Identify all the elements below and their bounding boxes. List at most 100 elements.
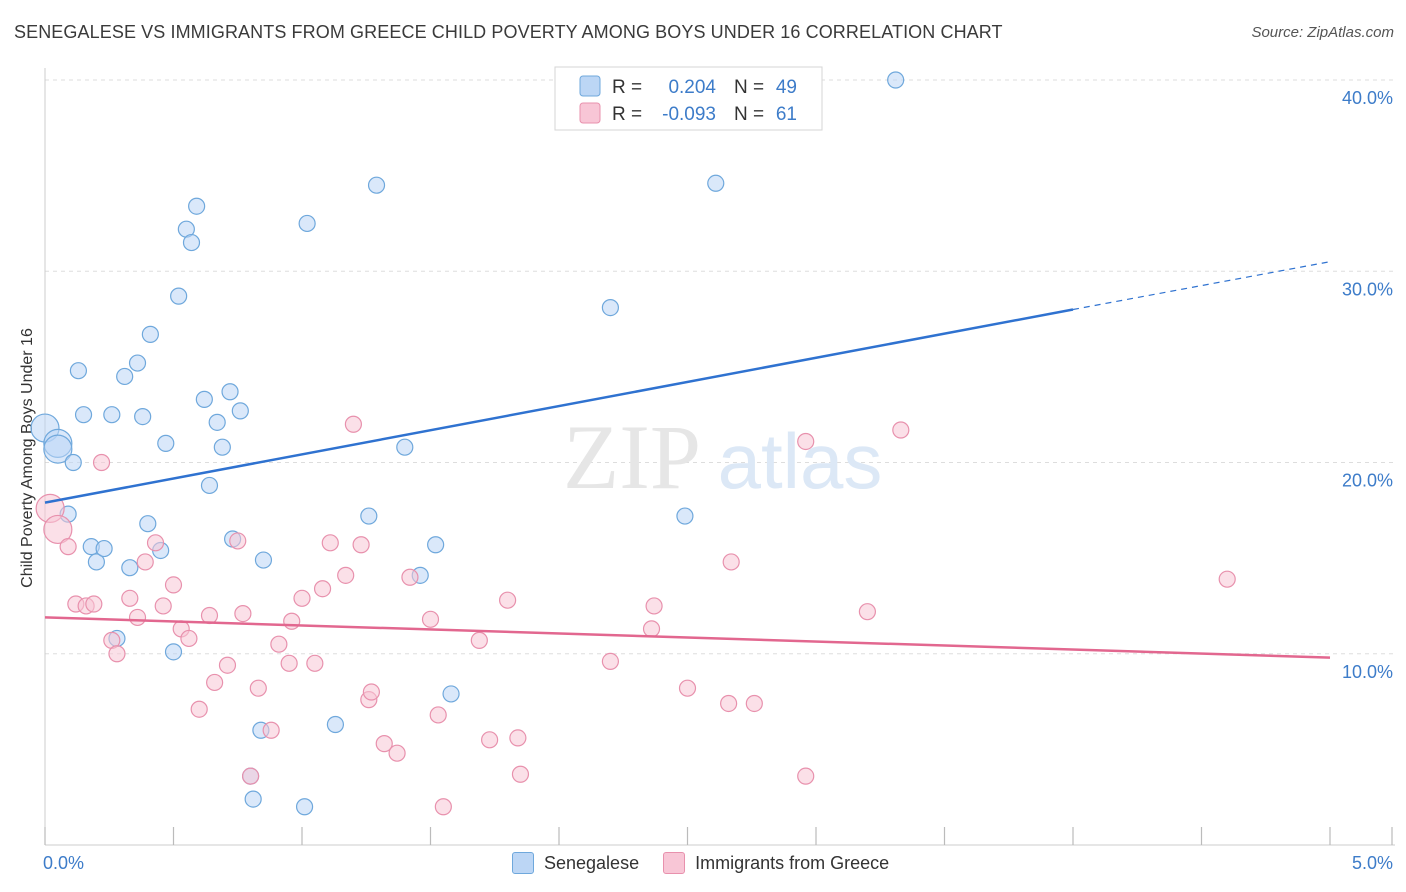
point-senegalese — [134, 408, 152, 426]
point-greece — [262, 721, 280, 739]
y-tick-label: 10.0% — [1342, 662, 1393, 682]
point-greece — [401, 568, 419, 586]
point-senegalese — [707, 174, 725, 192]
legend-item-senegalese[interactable]: Senegalese — [512, 852, 639, 874]
trend-lines — [44, 261, 1331, 659]
point-senegalese — [43, 434, 73, 464]
point-greece — [270, 635, 288, 653]
trend-line-senegalese-extension — [1072, 261, 1331, 311]
point-greece — [722, 553, 740, 571]
point-senegalese — [121, 559, 139, 577]
x-tick-label: 0.0% — [43, 853, 84, 873]
point-greece — [509, 729, 527, 747]
point-senegalese — [116, 367, 134, 386]
legend-swatch — [663, 852, 686, 874]
stats-legend: R = 0.204 N = 49 R = -0.093 N = 61 — [554, 66, 823, 131]
point-senegalese — [601, 298, 620, 317]
point-senegalese — [87, 553, 106, 571]
x-tick-label: 5.0% — [1352, 853, 1393, 873]
point-greece — [249, 679, 267, 697]
y-tick-label: 30.0% — [1342, 279, 1393, 299]
legend-label-senegalese: Senegalese — [544, 852, 640, 873]
point-senegalese — [231, 402, 249, 420]
legend-n-label-2: N = — [734, 104, 764, 125]
point-senegalese — [188, 197, 206, 215]
point-greece — [313, 580, 332, 598]
point-senegalese — [141, 325, 159, 343]
watermark-atlas: atlas — [718, 417, 883, 505]
point-greece — [745, 694, 763, 713]
source-label: Source: ZipAtlas.com — [1251, 24, 1394, 41]
point-greece — [164, 576, 183, 594]
data-points — [30, 71, 1236, 816]
chart-title: SENEGALESE VS IMMIGRANTS FROM GREECE CHI… — [14, 22, 1003, 42]
point-greece — [421, 610, 440, 628]
legend-swatch-greece — [579, 102, 601, 124]
point-greece — [892, 421, 910, 439]
axes — [44, 68, 1395, 846]
point-senegalese — [221, 383, 239, 401]
point-greece — [601, 652, 620, 671]
point-greece — [92, 453, 111, 472]
point-greece — [797, 432, 815, 451]
point-senegalese — [360, 507, 378, 525]
point-greece — [511, 765, 530, 783]
point-greece — [352, 536, 370, 554]
legend-r-value-2: -0.093 — [662, 104, 716, 125]
legend-swatch-senegalese — [579, 75, 601, 97]
point-greece — [200, 606, 219, 625]
watermark-zip: ZIP — [563, 406, 701, 508]
point-greece — [858, 603, 877, 621]
point-greece — [128, 608, 147, 627]
point-senegalese — [213, 438, 231, 456]
legend-swatch — [512, 852, 534, 874]
point-greece — [43, 514, 73, 545]
point-greece — [59, 538, 77, 556]
point-greece — [362, 683, 380, 701]
point-greece — [154, 597, 172, 615]
tick-labels: 10.0% 20.0% 30.0% 40.0% 0.0% 5.0% — [43, 88, 1393, 873]
point-senegalese — [367, 176, 386, 194]
point-senegalese — [208, 413, 226, 431]
point-greece — [136, 553, 154, 571]
point-greece — [234, 604, 252, 623]
legend-n-label-1: N = — [734, 77, 764, 98]
point-greece — [321, 534, 339, 552]
point-greece — [306, 654, 324, 672]
point-greece — [218, 656, 237, 674]
point-greece — [499, 591, 517, 609]
point-greece — [280, 654, 298, 672]
legend-item-greece[interactable]: Immigrants from Greece — [663, 852, 889, 874]
legend-r-label-1: R = — [612, 77, 642, 98]
point-senegalese — [128, 354, 147, 372]
point-greece — [190, 700, 208, 718]
point-greece — [206, 673, 224, 692]
point-senegalese — [139, 515, 157, 533]
point-senegalese — [295, 798, 314, 816]
watermark: ZIP atlas — [563, 406, 882, 508]
y-tick-label: 40.0% — [1342, 88, 1393, 108]
legend-r-value-1: 0.204 — [668, 77, 716, 98]
point-greece — [229, 532, 247, 550]
point-senegalese — [103, 406, 121, 424]
point-senegalese — [887, 71, 905, 89]
point-senegalese — [195, 390, 213, 408]
point-greece — [642, 620, 661, 638]
point-greece — [429, 706, 447, 724]
point-greece — [1218, 570, 1236, 588]
point-greece — [678, 679, 697, 697]
point-senegalese — [396, 438, 414, 456]
bottom-legend: Senegalese Immigrants from Greece — [512, 852, 903, 874]
point-greece — [293, 589, 311, 607]
point-senegalese — [164, 643, 183, 661]
point-greece — [375, 735, 393, 753]
point-greece — [283, 612, 301, 630]
point-senegalese — [64, 453, 82, 472]
point-greece — [645, 597, 663, 615]
trend-line-greece — [44, 616, 1331, 659]
point-senegalese — [157, 434, 175, 452]
legend-label-greece: Immigrants from Greece — [695, 852, 890, 873]
point-senegalese — [95, 539, 113, 558]
point-greece — [434, 798, 452, 816]
